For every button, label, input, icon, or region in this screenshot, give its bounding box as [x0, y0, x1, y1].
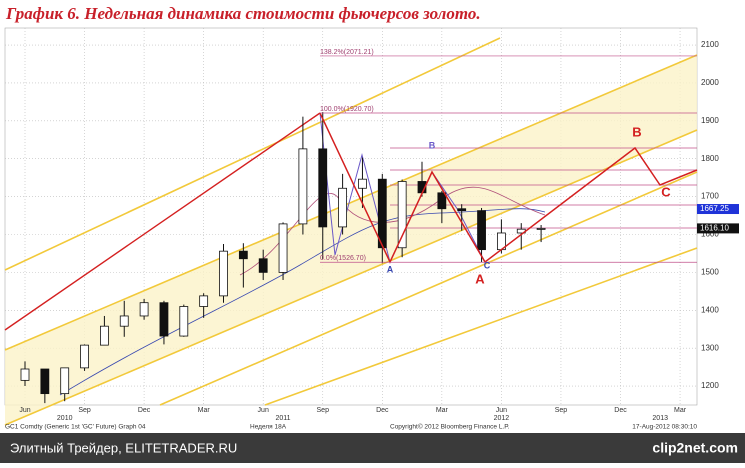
price-tag-label: 1616.10: [700, 224, 729, 233]
channel-line: [264, 247, 698, 406]
x-tick-label: Jun: [496, 407, 507, 414]
channel-line: [4, 54, 698, 351]
x-tick-label: Jun: [19, 407, 30, 414]
footnote: 17-Aug-2012 08:30:10: [632, 424, 697, 431]
candle-body: [159, 302, 169, 337]
price-tag: [697, 204, 739, 215]
y-tick-label: 2100: [701, 40, 719, 49]
candle-body: [437, 192, 447, 210]
candle-body: [100, 325, 109, 346]
x-tick-label: Jun: [258, 407, 269, 414]
footer-logo: clip2net.com: [652, 440, 738, 456]
x-tick-label: Dec: [376, 407, 389, 414]
candle-body: [60, 367, 70, 395]
candle-body: [199, 295, 209, 307]
x-tick-label: Mar: [436, 407, 449, 414]
x-tick-label: Sep: [317, 407, 330, 414]
candle-body: [20, 368, 30, 381]
candle-body: [119, 315, 129, 327]
wave-label: A: [387, 264, 394, 274]
channel-line: [4, 129, 698, 426]
y-tick-label: 1600: [701, 230, 719, 239]
candle-body: [377, 178, 387, 249]
y-tick-label: 1300: [701, 343, 719, 352]
year-label: 2010: [57, 415, 73, 422]
price-tag-label: 1667.25: [700, 204, 729, 213]
wave-label: B: [429, 140, 436, 150]
y-tick-label: 1900: [701, 116, 719, 125]
y-tick-label: 1700: [701, 192, 719, 201]
wave-label: A: [475, 271, 485, 286]
price-tag: [697, 223, 739, 234]
title: График 6. Недельная динамика стоимости ф…: [5, 4, 481, 23]
trend-line: [4, 112, 321, 331]
candle-body: [80, 344, 89, 369]
channel-line: [4, 37, 501, 271]
candle-body: [179, 306, 189, 337]
y-tick-label: 2000: [701, 78, 719, 87]
x-tick-label: Dec: [614, 407, 627, 414]
candles: [20, 112, 546, 404]
candle-body: [457, 208, 467, 212]
candle-body: [298, 148, 308, 225]
candle-body: [278, 223, 288, 273]
candle-body: [536, 228, 546, 230]
year-label: 2013: [652, 415, 668, 422]
candle-body: [139, 302, 149, 317]
x-tick-label: Sep: [78, 407, 91, 414]
fib-label: 0.0%(1526.70): [320, 255, 366, 262]
candle-body: [358, 178, 367, 189]
candle-body: [238, 250, 248, 260]
moving-average: [239, 186, 546, 276]
footnote: Copyright© 2012 Bloomberg Finance L.P.: [390, 423, 510, 431]
candle-body: [219, 250, 228, 297]
candle-body: [338, 187, 348, 228]
footer-source: Элитный Трейдер, ELITETRADER.RU: [10, 440, 237, 455]
channel-fill: [5, 55, 697, 425]
wave-label: C: [661, 184, 671, 199]
footnote: GC1 Comdty (Generic 1st 'GC' Future) Gra…: [5, 424, 146, 431]
y-tick-label: 1800: [701, 154, 719, 163]
candle-body: [40, 368, 50, 395]
y-tick-label: 1500: [701, 267, 719, 276]
candle-body: [477, 210, 486, 251]
channel-lines: [4, 37, 698, 426]
x-tick-label: Sep: [555, 407, 568, 414]
wave-label: C: [484, 260, 491, 270]
x-tick-label: Mar: [198, 407, 211, 414]
x-tick-label: Mar: [674, 407, 687, 414]
fib-label: 138.2%(2071.21): [320, 49, 374, 56]
footer-bar: [0, 433, 745, 463]
channel-line: [159, 171, 698, 406]
fib-label: 100.0%(1920.70): [320, 106, 374, 113]
candle-body: [258, 258, 268, 273]
year-label: 2012: [494, 415, 510, 422]
candle-body: [318, 148, 328, 228]
footnote: Неделя 18А: [250, 424, 287, 431]
year-label: 2011: [276, 415, 291, 422]
x-tick-label: Dec: [138, 407, 151, 414]
y-tick-label: 1400: [701, 305, 719, 314]
y-tick-label: 1200: [701, 381, 719, 390]
wave-label: B: [632, 124, 641, 139]
candle-body: [397, 181, 407, 249]
